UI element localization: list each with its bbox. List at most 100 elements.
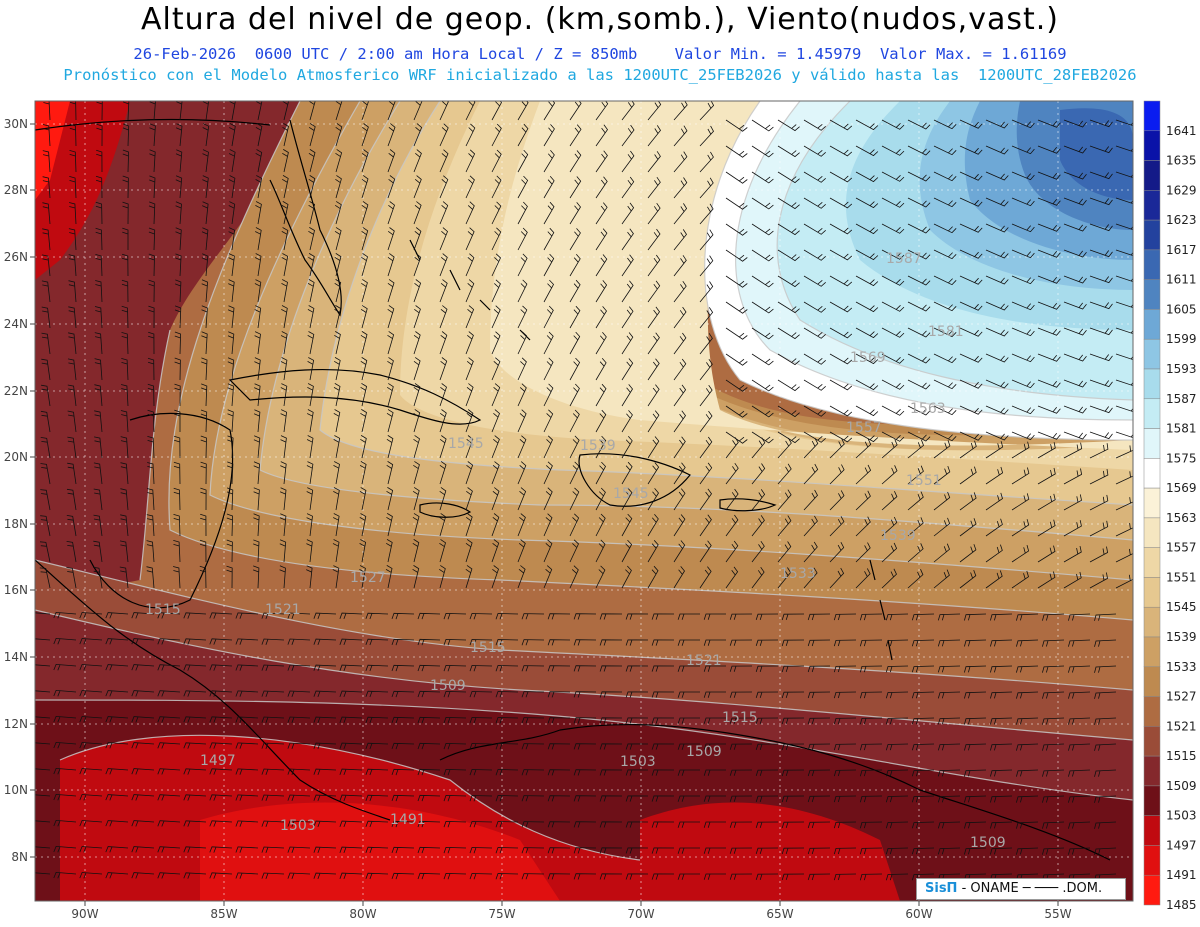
wind-barb (933, 145, 957, 156)
wind-barb (595, 435, 607, 459)
lon-label: 60W (905, 907, 932, 921)
wind-barb (964, 795, 987, 803)
wind-barb (990, 691, 1013, 699)
wind-barb (359, 461, 367, 485)
wind-barb (157, 742, 181, 749)
wind-barb (412, 487, 420, 511)
wind-barb (1011, 493, 1030, 511)
wind-barb (933, 543, 950, 563)
wind-barb (53, 715, 77, 723)
wind-barb (174, 409, 181, 432)
contour-label: 1539 (580, 438, 616, 454)
wind-barb (517, 101, 529, 121)
wind-barb (174, 331, 182, 355)
colorbar-level-label: 1503 (1166, 809, 1197, 823)
wind-barb (959, 249, 983, 259)
wind-barb (595, 461, 606, 485)
wind-barb (339, 846, 363, 854)
wind-barb (959, 223, 983, 233)
wind-barb (1094, 639, 1117, 647)
wind-barb (280, 461, 287, 485)
wind-barb (1037, 545, 1056, 563)
wind-barb (751, 463, 766, 485)
wind-barb (1068, 639, 1091, 647)
wind-barb (469, 769, 493, 776)
wind-barb (647, 488, 659, 511)
wind-barb (755, 769, 779, 777)
wind-barb (67, 410, 77, 433)
wind-barb (621, 101, 635, 121)
wind-barb (647, 462, 660, 485)
wind-barb (777, 489, 792, 511)
contour-label: 1581 (928, 324, 964, 340)
wind-barb (413, 331, 421, 355)
wind-barb (53, 819, 77, 827)
hispaniola-coast (578, 453, 691, 507)
wind-barb (365, 794, 389, 802)
wind-barb (595, 487, 606, 511)
wind-barb (933, 440, 951, 459)
wind-barb (385, 539, 393, 563)
wind-barb (359, 487, 367, 511)
wind-barb (439, 331, 448, 355)
wind-barb (1089, 327, 1113, 336)
wind-barb (173, 487, 181, 511)
wind-barb (149, 101, 156, 121)
wind-barb (569, 435, 580, 459)
wind-barb (173, 461, 181, 485)
wind-barb (651, 613, 675, 620)
wind-barb (105, 872, 129, 879)
wind-barb (621, 202, 635, 225)
wind-barb (361, 149, 369, 173)
wind-barb (1016, 717, 1039, 725)
wind-barb (443, 820, 467, 828)
wind-barb (387, 357, 394, 381)
wind-barb (40, 437, 51, 459)
wind-barb (1068, 717, 1091, 725)
wind-barb (1011, 197, 1035, 207)
wind-barb (183, 690, 207, 697)
wind-barb (334, 279, 342, 303)
colorbar-level-label: 1593 (1166, 362, 1197, 376)
wind-barb (907, 439, 924, 459)
wind-barb (495, 873, 519, 880)
wind-barb (228, 227, 236, 251)
wind-barb (673, 280, 687, 303)
wind-barb (625, 769, 649, 776)
wind-barb (725, 540, 739, 563)
wind-barb (175, 175, 183, 199)
wind-barb (413, 175, 422, 199)
wind-barb (985, 353, 1009, 363)
wind-barb (387, 123, 396, 147)
wind-barb (1063, 249, 1087, 258)
wind-barb (647, 151, 661, 173)
wind-barb (307, 383, 314, 407)
wind-barb (517, 253, 528, 277)
wind-barb (699, 151, 714, 173)
contour-label: 1509 (970, 835, 1006, 851)
wind-barb (335, 175, 342, 199)
wind-barb (339, 612, 363, 620)
wind-barb (254, 253, 262, 277)
valid-time-line: 26-Feb-2026 0600 UTC / 2:00 am Hora Loca… (133, 45, 1067, 63)
wind-barb (1063, 468, 1083, 485)
wind-barb (1037, 493, 1056, 511)
colorbar-level-label: 1557 (1166, 541, 1197, 555)
wind-barb (306, 565, 313, 589)
wind-barb (990, 847, 1013, 855)
wind-barb (651, 821, 675, 828)
wind-barb (777, 463, 792, 485)
wind-barb (781, 795, 805, 803)
lon-label: 75W (488, 907, 515, 921)
wind-barb (803, 171, 826, 183)
wind-barb (1011, 467, 1030, 485)
wind-barb (829, 464, 845, 485)
wind-barb (647, 254, 661, 277)
wind-barb (157, 820, 181, 827)
wind-barb (491, 513, 500, 537)
wind-barb (359, 565, 366, 589)
wind-barb (339, 872, 363, 880)
wind-barb (517, 279, 528, 303)
wind-barb (833, 769, 857, 777)
wind-barb (1115, 547, 1133, 563)
